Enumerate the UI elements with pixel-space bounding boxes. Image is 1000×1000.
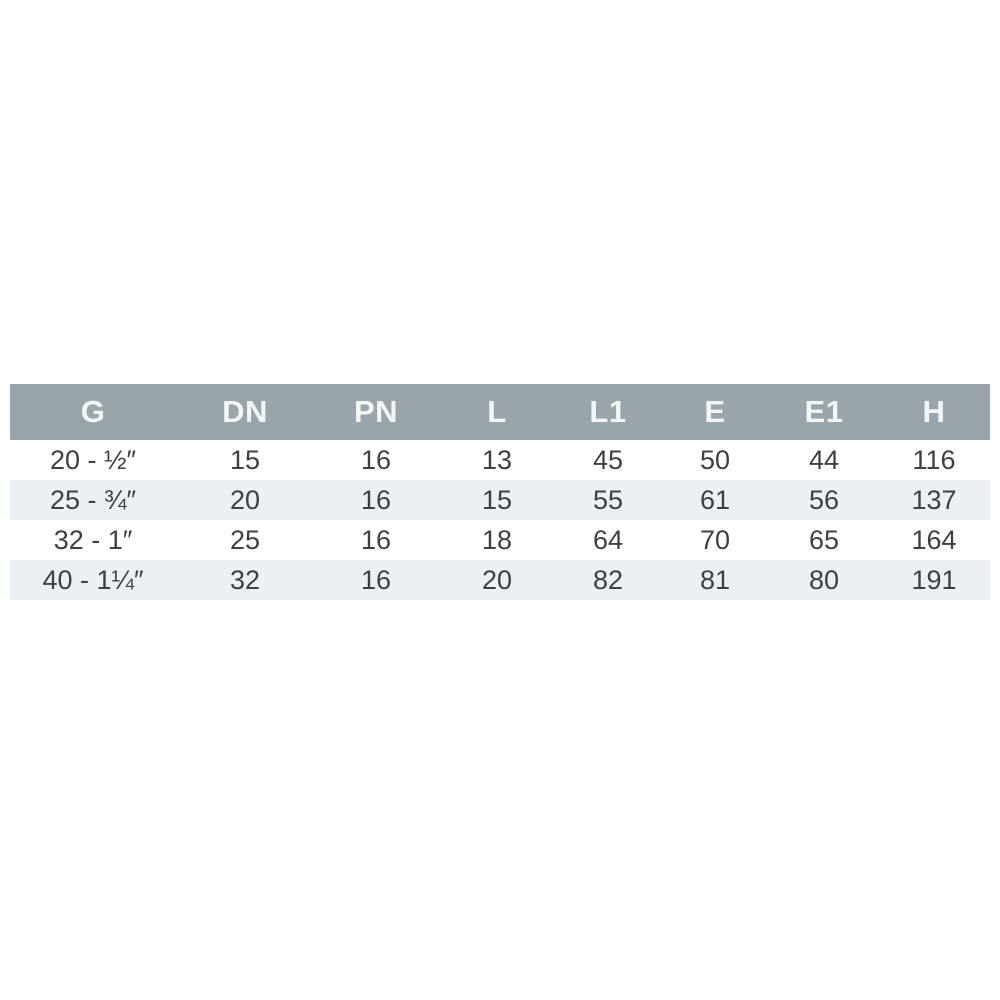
column-header-l1: L1 [556, 384, 660, 440]
table-cell: 56 [770, 480, 878, 520]
table-cell: 15 [438, 480, 556, 520]
table-cell: 45 [556, 440, 660, 480]
column-header-dn: DN [176, 384, 314, 440]
table-header-row: G DN PN L L1 E E1 H [10, 384, 990, 440]
column-header-e: E [660, 384, 770, 440]
table-cell: 20 [438, 560, 556, 600]
table-cell: 80 [770, 560, 878, 600]
table-cell: 65 [770, 520, 878, 560]
table-cell: 55 [556, 480, 660, 520]
table-cell: 25 - ¾″ [10, 480, 176, 520]
table-cell: 61 [660, 480, 770, 520]
column-header-e1: E1 [770, 384, 878, 440]
table-cell: 44 [770, 440, 878, 480]
table-row: 20 - ½″ 15 16 13 45 50 44 116 [10, 440, 990, 480]
column-header-h: H [878, 384, 990, 440]
table-cell: 15 [176, 440, 314, 480]
table-cell: 25 [176, 520, 314, 560]
table-row: 32 - 1″ 25 16 18 64 70 65 164 [10, 520, 990, 560]
column-header-l: L [438, 384, 556, 440]
table-row: 25 - ¾″ 20 16 15 55 61 56 137 [10, 480, 990, 520]
table-cell: 16 [314, 480, 438, 520]
table-cell: 137 [878, 480, 990, 520]
table-cell: 13 [438, 440, 556, 480]
table-cell: 82 [556, 560, 660, 600]
table-cell: 40 - 1¼″ [10, 560, 176, 600]
table-cell: 50 [660, 440, 770, 480]
table-cell: 20 [176, 480, 314, 520]
table-row: 40 - 1¼″ 32 16 20 82 81 80 191 [10, 560, 990, 600]
table-cell: 16 [314, 520, 438, 560]
table-cell: 64 [556, 520, 660, 560]
table-cell: 20 - ½″ [10, 440, 176, 480]
table-cell: 81 [660, 560, 770, 600]
table-cell: 116 [878, 440, 990, 480]
column-header-pn: PN [314, 384, 438, 440]
table-cell: 32 - 1″ [10, 520, 176, 560]
table-cell: 70 [660, 520, 770, 560]
column-header-g: G [10, 384, 176, 440]
spec-table: G DN PN L L1 E E1 H 20 - ½″ 15 16 13 45 … [10, 384, 990, 600]
table-cell: 16 [314, 440, 438, 480]
table-cell: 16 [314, 560, 438, 600]
table-cell: 164 [878, 520, 990, 560]
table-cell: 18 [438, 520, 556, 560]
table-cell: 32 [176, 560, 314, 600]
table-cell: 191 [878, 560, 990, 600]
